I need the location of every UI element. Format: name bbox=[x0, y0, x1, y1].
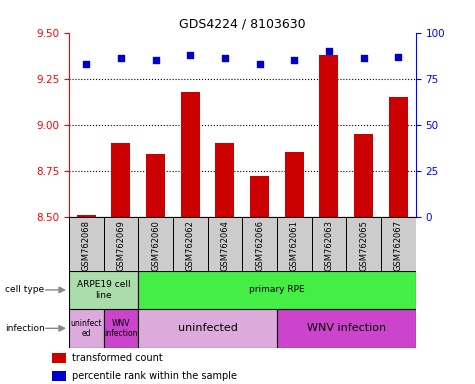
Point bbox=[152, 57, 160, 63]
Bar bbox=[138, 217, 173, 271]
Point bbox=[394, 53, 402, 60]
Bar bbox=[312, 217, 346, 271]
Text: GSM762065: GSM762065 bbox=[359, 220, 368, 270]
Bar bbox=[208, 217, 242, 271]
Text: GSM762063: GSM762063 bbox=[324, 220, 333, 271]
Bar bbox=[277, 309, 416, 348]
Bar bbox=[354, 134, 373, 217]
Bar bbox=[69, 217, 104, 271]
Text: GSM762062: GSM762062 bbox=[186, 220, 195, 270]
Text: ARPE19 cell
line: ARPE19 cell line bbox=[77, 280, 130, 300]
Text: uninfect
ed: uninfect ed bbox=[70, 319, 102, 338]
Bar bbox=[138, 271, 416, 309]
Text: GSM762066: GSM762066 bbox=[255, 220, 264, 271]
Bar bbox=[76, 215, 96, 217]
Bar bbox=[51, 371, 66, 381]
Bar bbox=[173, 217, 208, 271]
Bar bbox=[146, 154, 165, 217]
Text: GSM762061: GSM762061 bbox=[290, 220, 299, 270]
Bar bbox=[389, 97, 408, 217]
Bar bbox=[138, 309, 277, 348]
Bar bbox=[104, 309, 138, 348]
Bar bbox=[242, 217, 277, 271]
Bar bbox=[51, 353, 66, 363]
Point bbox=[291, 57, 298, 63]
Point bbox=[221, 55, 229, 61]
Point bbox=[325, 48, 332, 54]
Title: GDS4224 / 8103630: GDS4224 / 8103630 bbox=[179, 17, 305, 30]
Text: WNV
infection: WNV infection bbox=[104, 319, 138, 338]
Point bbox=[117, 55, 124, 61]
Bar bbox=[285, 152, 304, 217]
Bar bbox=[277, 217, 312, 271]
Text: GSM762068: GSM762068 bbox=[82, 220, 91, 271]
Text: percentile rank within the sample: percentile rank within the sample bbox=[72, 371, 237, 381]
Bar bbox=[346, 217, 381, 271]
Point bbox=[186, 52, 194, 58]
Bar bbox=[69, 271, 138, 309]
Point bbox=[360, 55, 368, 61]
Text: uninfected: uninfected bbox=[178, 323, 238, 333]
Bar bbox=[180, 92, 200, 217]
Text: infection: infection bbox=[5, 324, 45, 333]
Text: WNV infection: WNV infection bbox=[307, 323, 386, 333]
Bar bbox=[104, 217, 138, 271]
Bar bbox=[69, 309, 104, 348]
Point bbox=[256, 61, 264, 67]
Text: GSM762067: GSM762067 bbox=[394, 220, 403, 271]
Point bbox=[83, 61, 90, 67]
Bar bbox=[381, 217, 416, 271]
Text: GSM762069: GSM762069 bbox=[116, 220, 125, 270]
Bar bbox=[319, 55, 339, 217]
Bar bbox=[215, 143, 235, 217]
Text: cell type: cell type bbox=[5, 285, 44, 295]
Text: GSM762064: GSM762064 bbox=[220, 220, 229, 270]
Bar bbox=[250, 176, 269, 217]
Bar bbox=[111, 143, 131, 217]
Text: primary RPE: primary RPE bbox=[249, 285, 305, 295]
Text: transformed count: transformed count bbox=[72, 353, 162, 363]
Text: GSM762060: GSM762060 bbox=[151, 220, 160, 270]
